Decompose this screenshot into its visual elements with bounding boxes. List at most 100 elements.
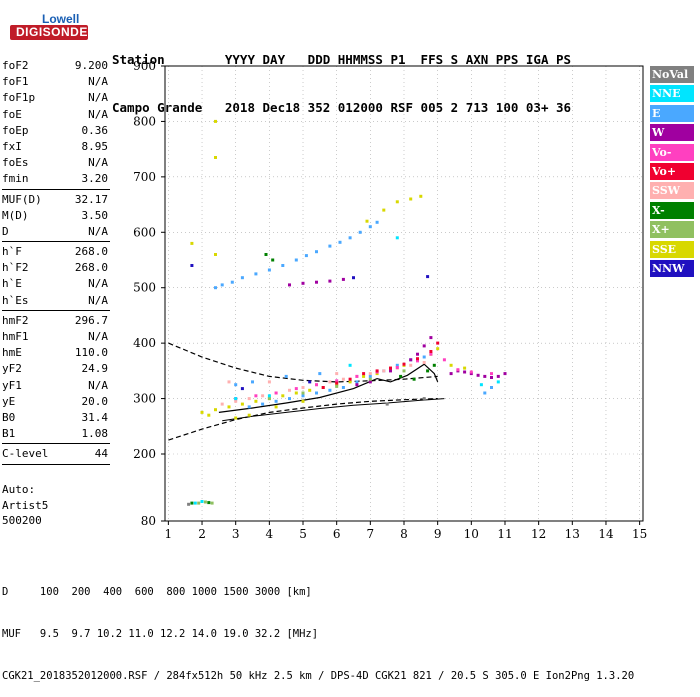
- echo-point: [463, 370, 467, 374]
- profile-dashed-lower: [168, 398, 438, 441]
- legend-item: NoVal: [650, 66, 694, 83]
- echo-point: [308, 380, 312, 384]
- echo-point: [301, 391, 305, 395]
- echo-point: [416, 359, 419, 363]
- echo-point: [490, 376, 493, 379]
- param-name: MUF(D): [2, 192, 42, 206]
- scaled-parameters-panel: foF2 9.200 foF1 N/A foF1p N/A foE N/A foEp 0.36 fx…: [2, 58, 110, 467]
- echo-point: [240, 276, 244, 280]
- params-separator: [2, 188, 110, 192]
- param-value: 32.17: [74, 192, 108, 206]
- echo-point: [214, 408, 217, 412]
- footer-muf-row: MUF 9.5 9.7 10.2 11.0 12.2 14.0 19.0 32.…: [2, 628, 319, 640]
- echo-point: [220, 283, 224, 287]
- echo-point: [254, 272, 258, 276]
- param-value: 1.08: [81, 427, 109, 441]
- param-value: N/A: [88, 107, 108, 121]
- echo-point: [469, 370, 473, 374]
- param-name: D: [2, 224, 9, 238]
- echo-point: [240, 402, 244, 406]
- echo-point: [227, 380, 231, 384]
- echo-point: [368, 377, 372, 381]
- param-row: hmE 110.0: [2, 345, 110, 361]
- param-name: yF2: [2, 362, 22, 376]
- param-name: B1: [2, 427, 16, 441]
- echo-point: [449, 363, 453, 367]
- echo-point: [429, 336, 433, 340]
- echo-point: [234, 383, 238, 387]
- param-name: h`E: [2, 277, 22, 291]
- echo-point: [274, 399, 278, 403]
- echo-point: [348, 380, 352, 384]
- param-row: foEp 0.36: [2, 123, 110, 139]
- echo-point: [197, 501, 201, 505]
- echo-point: [227, 405, 231, 409]
- y-tick-labels: 80 200 300 400 500 600 700 800 900: [133, 59, 156, 528]
- echo-point: [230, 280, 234, 284]
- x-tick-labels: 1 2 3 4 5 6 7 8 9 10 11 12 13 14 15: [165, 527, 648, 541]
- echo-point: [234, 399, 238, 403]
- echo-point: [328, 388, 332, 392]
- echo-point: [308, 388, 312, 392]
- echo-point: [456, 368, 460, 372]
- echo-point: [200, 500, 204, 503]
- echo-point: [335, 379, 339, 383]
- param-name: fxI: [2, 139, 22, 153]
- param-name: h`F: [2, 245, 22, 259]
- echo-point: [490, 372, 493, 376]
- echo-point: [469, 372, 473, 376]
- param-value: N/A: [88, 75, 108, 89]
- echo-point: [315, 383, 318, 387]
- param-row: h`F2 268.0: [2, 260, 110, 276]
- echo-point: [304, 254, 308, 258]
- echo-point: [193, 501, 197, 505]
- echo-point: [483, 391, 487, 395]
- param-value: 296.7: [74, 313, 108, 327]
- param-row: B1 1.08: [2, 426, 110, 442]
- param-name: fmin: [2, 172, 29, 186]
- x-tick-label: 11: [497, 527, 512, 541]
- logo-text-digisonde: DIGISONDE: [16, 25, 88, 39]
- echo-point: [301, 386, 305, 389]
- params-separator: [2, 241, 110, 244]
- echo-point: [328, 279, 332, 283]
- echo-point: [483, 374, 487, 378]
- echo-point: [442, 358, 446, 362]
- echo-point: [426, 369, 430, 373]
- echo-point: [207, 413, 211, 417]
- echo-point: [254, 399, 258, 403]
- header-labels-row: Station YYYY DAY DDD HHMMSS P1 FFS S AXN…: [112, 52, 572, 67]
- echo-point: [214, 286, 217, 290]
- x-tick-label: 4: [266, 527, 274, 541]
- param-name: foF1p: [2, 91, 36, 105]
- legend-item: X-: [650, 201, 694, 219]
- echo-point: [503, 372, 507, 376]
- plot-frame: [164, 65, 644, 522]
- params-separator: [2, 309, 110, 313]
- echo-point: [288, 397, 291, 401]
- echo-point: [203, 500, 207, 504]
- echo-point: [382, 369, 386, 373]
- param-value: 44: [94, 447, 108, 461]
- param-row: yF2 24.9: [2, 361, 110, 377]
- echo-point: [335, 372, 339, 376]
- echo-point: [328, 244, 332, 248]
- param-value: 268.0: [74, 245, 108, 259]
- auto-label: Auto:: [2, 483, 36, 496]
- param-row: foF1 N/A: [2, 74, 110, 90]
- echo-point: [416, 357, 419, 361]
- legend-item: E: [650, 104, 694, 122]
- echo-point: [395, 366, 399, 369]
- auto-version: 500200: [2, 514, 42, 527]
- param-row: foEs N/A: [2, 155, 110, 171]
- trace-solid-lower: [222, 398, 445, 422]
- echo-point: [254, 394, 258, 398]
- echo-point: [422, 355, 426, 359]
- param-row: foE N/A: [2, 107, 110, 123]
- echo-point: [315, 250, 318, 254]
- param-value: 268.0: [74, 261, 108, 275]
- echo-point: [335, 383, 339, 387]
- param-row: C-level 44: [2, 446, 110, 462]
- echo-point: [358, 230, 362, 234]
- param-row: h`E N/A: [2, 276, 110, 292]
